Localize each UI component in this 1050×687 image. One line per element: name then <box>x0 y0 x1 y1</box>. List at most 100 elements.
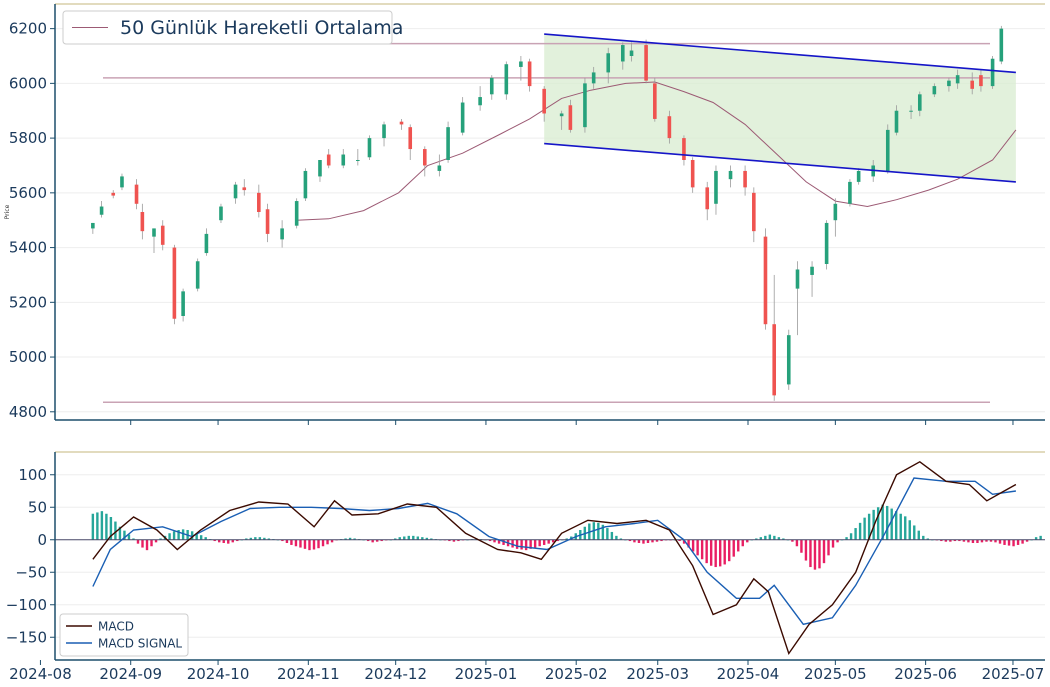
candle-body <box>542 88 546 114</box>
candle-body <box>917 94 922 111</box>
macd-histogram-bar <box>236 539 239 542</box>
macd-histogram-bar <box>245 538 248 540</box>
macd-histogram-bar <box>813 539 817 570</box>
macd-histogram-bar <box>642 539 645 544</box>
candle-body <box>606 53 611 73</box>
macd-histogram-bar <box>944 539 948 542</box>
macd-xtick-label: 2024-11 <box>277 665 340 683</box>
macd-histogram-bar <box>249 537 253 540</box>
candle-body <box>140 212 145 232</box>
macd-histogram-bar <box>768 534 772 540</box>
macd-histogram-bar <box>533 539 537 548</box>
candle-body <box>152 228 156 237</box>
candle-body <box>326 154 331 166</box>
macd-histogram-bar <box>317 539 320 549</box>
candle-body <box>294 201 299 226</box>
macd-histogram-bar <box>723 539 726 565</box>
macd-ytick-label: −50 <box>15 563 47 581</box>
macd-histogram-bar <box>732 539 735 557</box>
macd-histogram-bar <box>606 528 609 540</box>
candle-body <box>653 83 657 119</box>
macd-histogram-bar <box>1021 539 1024 544</box>
macd-xtick-label: 2025-03 <box>626 665 689 683</box>
candle-body <box>795 269 800 289</box>
macd-histogram-bar <box>258 537 262 540</box>
macd-histogram-bar <box>949 539 952 542</box>
macd-histogram-bar <box>303 539 307 549</box>
macd-xtick-label: 2025-07 <box>982 665 1045 683</box>
macd-histogram-bar <box>199 535 203 540</box>
macd-histogram-bar <box>91 513 95 540</box>
macd-histogram-bar <box>168 533 171 540</box>
macd-histogram-bar <box>394 538 397 540</box>
macd-histogram-bar <box>791 539 794 542</box>
macd-histogram-bar <box>917 530 920 540</box>
candle-body <box>318 160 322 177</box>
moving-average-line <box>296 81 1017 221</box>
channel-fill <box>544 34 1016 182</box>
macd-histogram-bar <box>254 537 257 540</box>
macd-histogram-bar <box>818 539 821 569</box>
macd-histogram-bar <box>876 507 880 540</box>
candle-body <box>181 291 185 316</box>
macd-xtick-label: 2025-04 <box>717 665 780 683</box>
macd-histogram-bar <box>759 537 763 540</box>
macd-histogram-bar <box>231 539 234 543</box>
macd-histogram-bar <box>150 539 153 547</box>
macd-histogram-bar <box>294 539 298 547</box>
macd-histogram-bar <box>922 535 925 540</box>
macd-histogram-bar <box>172 531 176 540</box>
macd-histogram-bar <box>971 539 975 543</box>
macd-histogram-bar <box>696 539 699 556</box>
macd-histogram-bar <box>227 539 230 544</box>
macd-histogram-bar <box>403 536 406 540</box>
macd-histogram-bar <box>159 538 162 540</box>
candle-body <box>134 184 139 204</box>
macd-histogram-bar <box>281 539 284 542</box>
macd-histogram-bar <box>863 517 866 540</box>
macd-histogram-bar <box>132 538 135 540</box>
macd-histogram-bar <box>380 539 383 542</box>
macd-histogram-bar <box>709 539 713 566</box>
candle-body <box>219 206 223 221</box>
candle-body <box>437 165 442 171</box>
candle-body <box>999 28 1004 62</box>
candle-body <box>489 77 494 95</box>
macd-xtick-label: 2024-10 <box>187 665 250 683</box>
candle-body <box>824 222 829 264</box>
macd-histogram-bar <box>1003 539 1006 545</box>
candle-body <box>667 116 672 139</box>
macd-histogram-bar <box>371 539 374 543</box>
macd-histogram-bar <box>114 521 117 540</box>
candle-body <box>682 138 686 160</box>
price-legend-label: 50 Günlük Hareketli Ortalama <box>120 17 403 39</box>
macd-histogram-bar <box>795 539 799 547</box>
candle-body <box>970 80 975 89</box>
macd-histogram-bar <box>809 539 812 568</box>
signal-legend-label: MACD SIGNAL <box>98 637 182 651</box>
price-ylabel: Price <box>4 204 11 219</box>
macd-histogram-bar <box>728 539 731 562</box>
macd-histogram-bar <box>980 539 984 543</box>
candle-body <box>833 203 838 221</box>
macd-signal-line <box>92 477 1016 626</box>
macd-histogram-bar <box>511 539 514 548</box>
macd-histogram-bar <box>515 539 519 549</box>
macd-histogram-bar <box>177 530 180 540</box>
candle-body <box>620 45 625 62</box>
macd-histogram-bar <box>633 539 636 543</box>
candle-body <box>955 75 960 84</box>
candle-body <box>382 124 386 139</box>
macd-xtick-label: 2024-08 <box>9 665 72 683</box>
price-ytick-label: 5200 <box>9 293 47 311</box>
macd-histogram-bar <box>190 531 194 540</box>
macd-histogram-bar <box>1016 539 1020 545</box>
candle-body <box>848 181 852 204</box>
macd-histogram-bar <box>854 528 857 540</box>
candle-body <box>990 58 995 87</box>
macd-histogram-bar <box>366 539 370 542</box>
macd-histogram-bar <box>940 539 943 542</box>
macd-histogram-bar <box>353 538 356 540</box>
candle-body <box>519 61 523 67</box>
